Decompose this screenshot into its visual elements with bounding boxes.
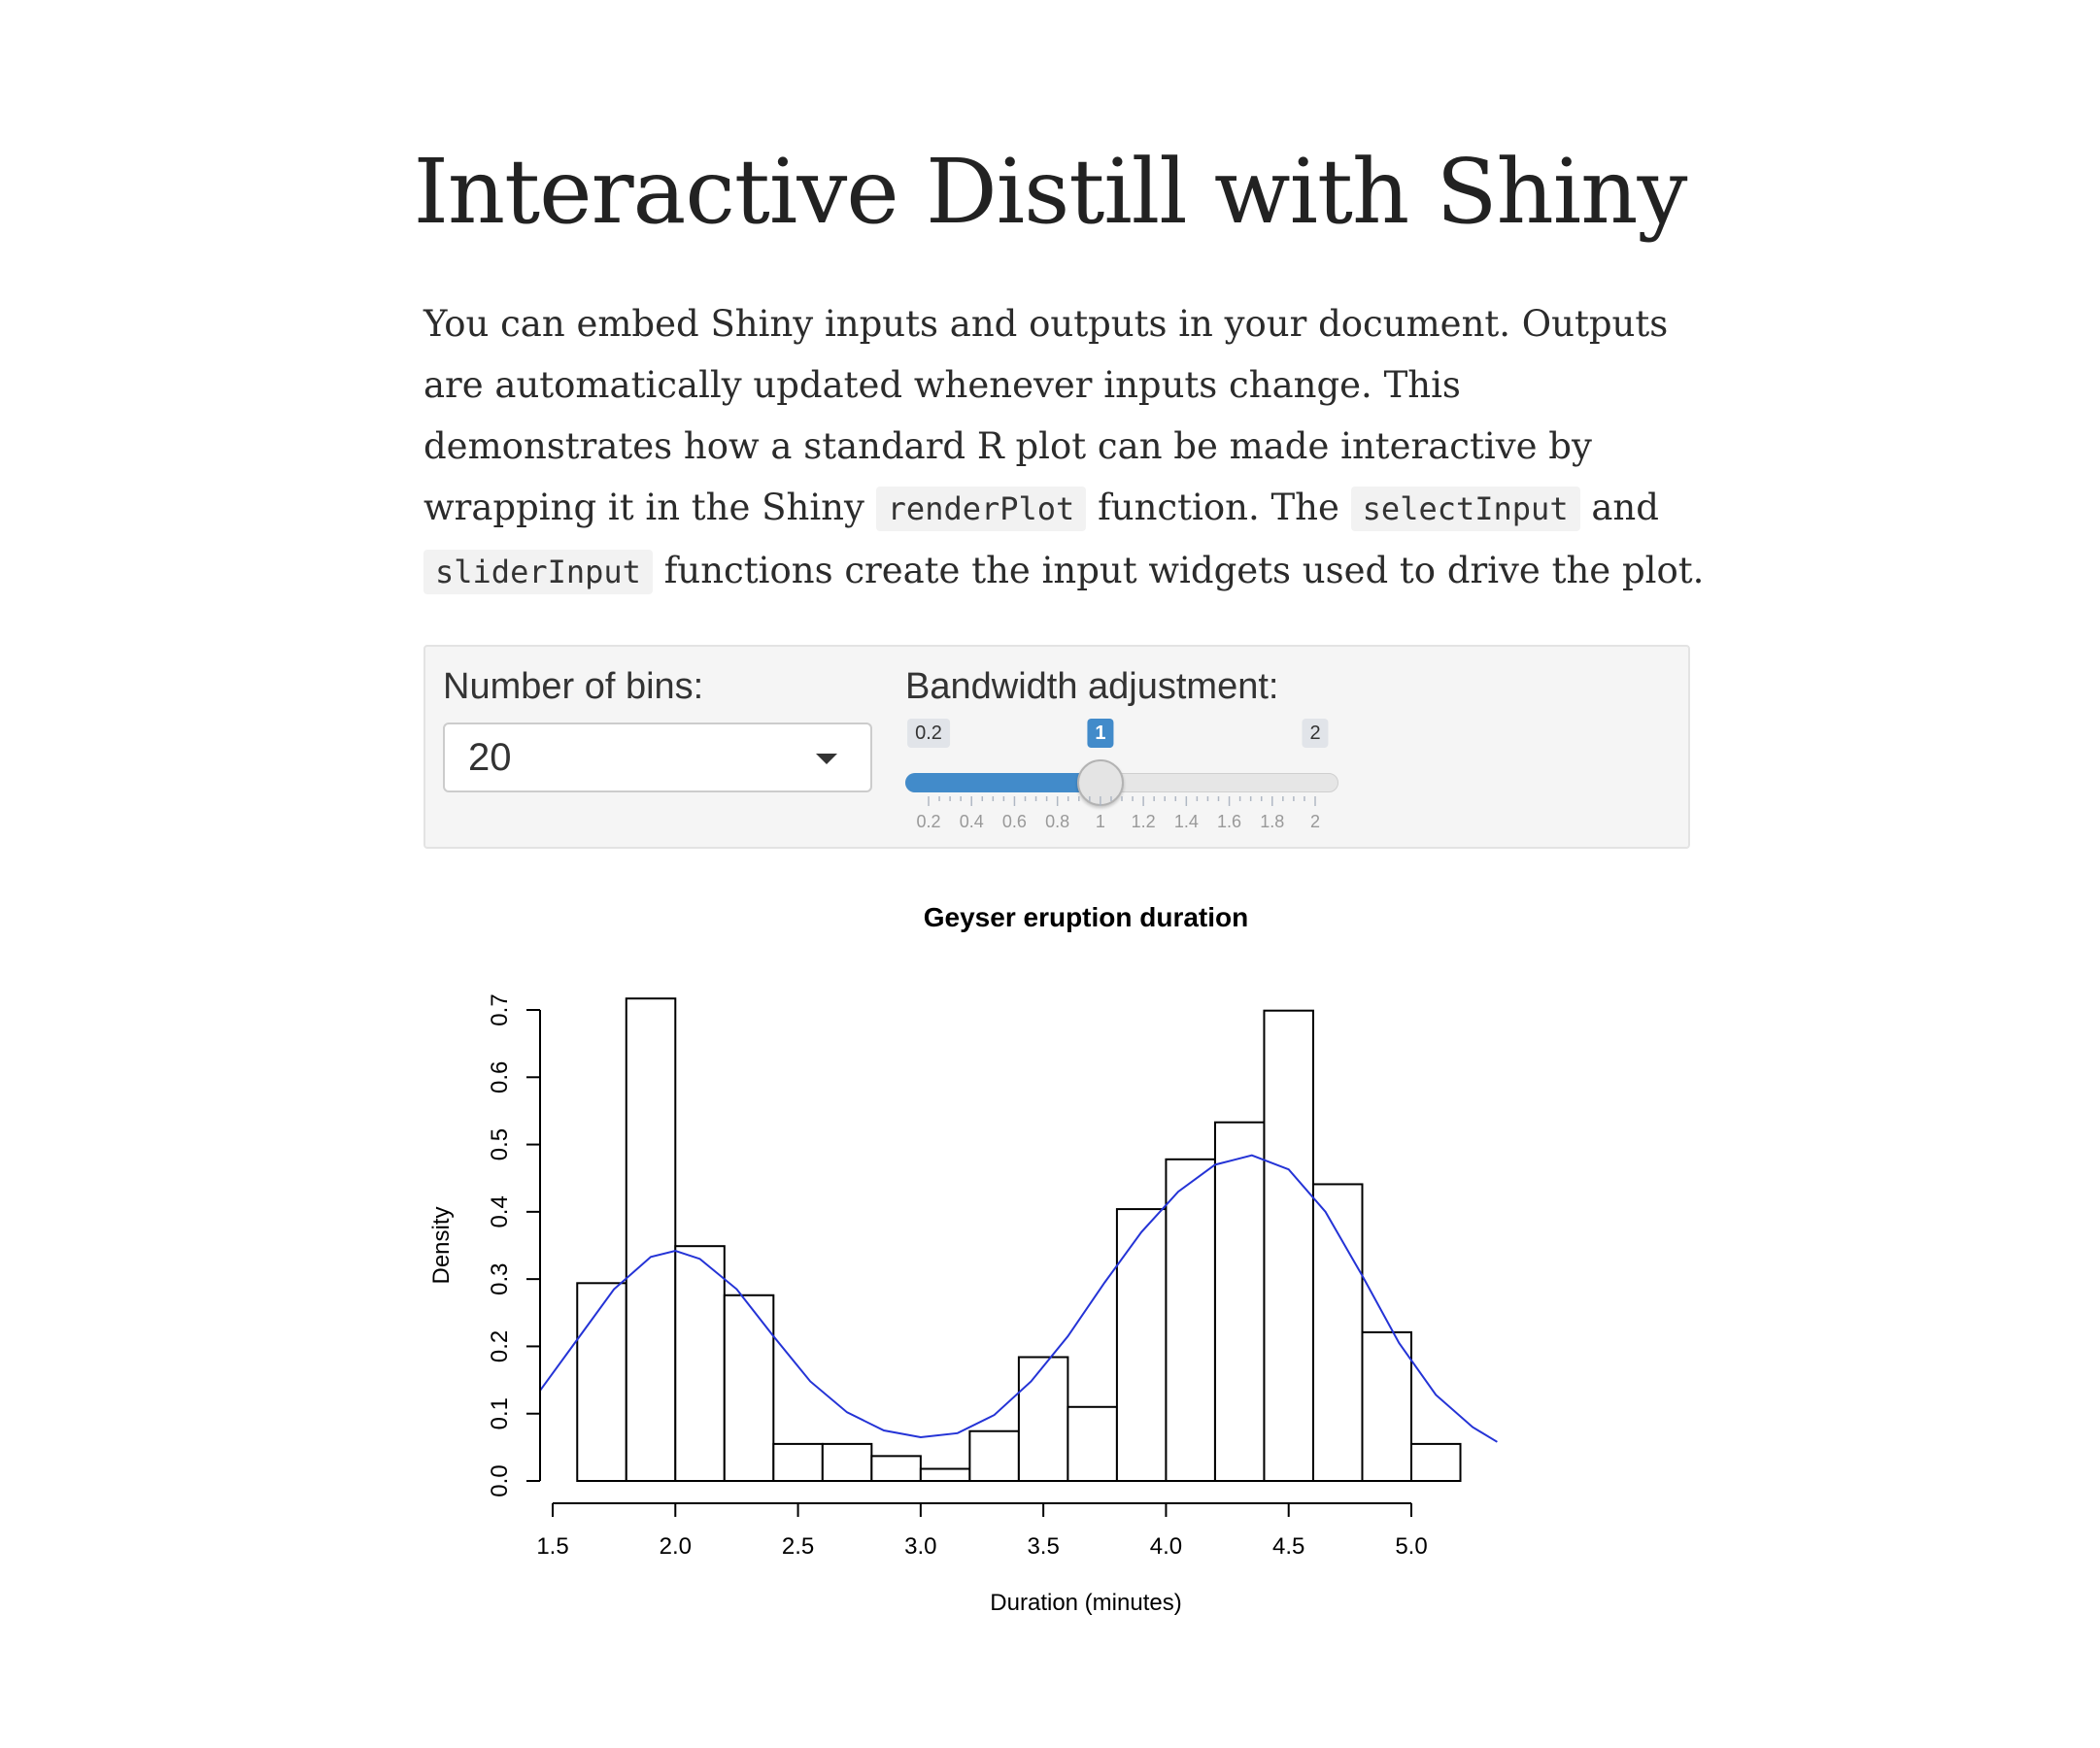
x-tick-label: 1.5 [536,1533,568,1560]
x-tick-label: 2.0 [660,1533,692,1560]
histogram-bars [576,997,1462,1483]
x-tick-label: 4.0 [1150,1533,1182,1560]
intro-text-3: and [1591,487,1659,528]
bins-select[interactable]: 20 [443,723,872,792]
code-render-plot: renderPlot [875,487,1087,531]
slider-max-badge: 2 [1302,719,1329,748]
histogram-bar [1311,1183,1364,1482]
bins-select-value: 20 [468,736,512,779]
histogram-bar [674,1245,726,1483]
y-tick-label: 0.3 [487,1262,513,1294]
slider-fill [905,773,1101,792]
slider-grid-label: 1.8 [1260,812,1284,831]
y-tick-label: 0.0 [487,1464,513,1496]
x-tick-label: 4.5 [1272,1533,1304,1560]
histogram-bar [723,1294,775,1482]
page-title: Interactive Distill with Shiny [413,140,1688,244]
histogram-bar [1263,1009,1314,1482]
bandwidth-slider[interactable]: 0.2 1 2 0.2 0.4 0.6 0.8 1 1.2 1.4 1.6 1.8 2 [905,719,1338,835]
slider-grid-label: 1 [1096,812,1105,831]
x-tick-label: 2.5 [782,1533,814,1560]
intro-paragraph: You can embed Shiny inputs and outputs i… [423,293,1706,603]
code-slider-input: sliderInput [423,550,653,594]
intro-text-4: functions create the input widgets used … [663,550,1705,591]
intro-text-1: You can embed Shiny inputs and outputs i… [423,303,1669,528]
y-tick-label: 0.7 [487,993,513,1025]
slider-grid-label: 2 [1310,812,1320,831]
histogram-bar [919,1467,971,1482]
slider-grid: 0.2 0.4 0.6 0.8 1 1.2 1.4 1.6 1.8 2 [916,796,1320,831]
y-tick-label: 0.5 [487,1128,513,1160]
histogram-bar [1017,1356,1069,1482]
histogram-bar [1115,1208,1168,1482]
histogram-bar [1165,1158,1216,1482]
slider-grid-label: 1.2 [1132,812,1156,831]
slider-grid-label: 0.8 [1045,812,1069,831]
slider-min-badge: 0.2 [907,719,950,748]
slider-grid-label: 0.6 [1002,812,1027,831]
x-axis: 1.5 2.0 2.5 3.0 3.5 4.0 4.5 5.0 [536,1502,1428,1560]
histogram-chart: Geyser eruption duration 1.5 2.0 2.5 3.0 3.5 4… [428,902,1498,1616]
slider-grid-label: 1.4 [1174,812,1199,831]
y-tick-label: 0.4 [487,1195,513,1227]
histogram-bar [625,997,677,1482]
x-tick-label: 5.0 [1395,1533,1427,1560]
y-axis-label: Density [428,1206,455,1284]
histogram-bar [870,1455,922,1482]
histogram-bar [1361,1330,1413,1482]
density-curve [539,1154,1498,1443]
code-select-input: selectInput [1350,487,1580,531]
histogram-bar [772,1442,824,1483]
y-axis: 0.0 0.1 0.2 0.3 0.4 0.5 0.6 0.7 [487,993,541,1497]
input-panel: Number of bins: 20 Bandwidth adjustment:… [423,645,1690,849]
slider-grid-label: 0.4 [960,812,984,831]
histogram-bar [821,1442,873,1483]
histogram-bar [1213,1121,1266,1482]
histogram-bar [576,1282,627,1482]
y-tick-label: 0.2 [487,1330,513,1362]
chevron-down-icon [816,754,837,764]
slider-grid-label: 0.2 [916,812,940,831]
histogram-bar [1410,1442,1462,1483]
histogram-bar [968,1429,1020,1483]
bandwidth-label: Bandwidth adjustment: [905,666,1279,707]
y-tick-label: 0.6 [487,1061,513,1093]
histogram-bar [1067,1405,1118,1482]
bins-label: Number of bins: [443,666,704,707]
intro-text-2: function. The [1098,487,1339,528]
x-tick-label: 3.0 [904,1533,936,1560]
y-tick-label: 0.1 [487,1397,513,1429]
x-tick-label: 3.5 [1027,1533,1059,1560]
chart-title: Geyser eruption duration [924,902,1249,932]
slider-grid-label: 1.6 [1217,812,1241,831]
x-axis-label: Duration (minutes) [990,1590,1181,1616]
slider-value-badge: 1 [1087,719,1114,748]
